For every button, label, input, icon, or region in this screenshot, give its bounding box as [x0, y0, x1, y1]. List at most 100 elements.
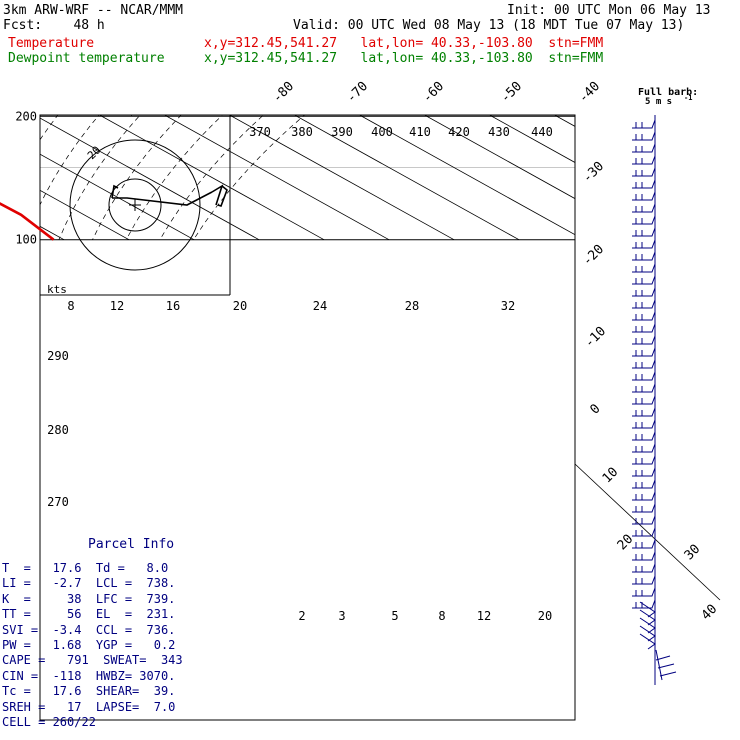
wind-barb-icon	[632, 323, 656, 333]
wind-barb-icon	[632, 287, 656, 297]
isotherm-label: -80	[270, 79, 297, 106]
parcel-info-row: Tc = 17.6 SHEAR= 39.	[2, 684, 176, 699]
dewpoint-label: Dewpoint temperature	[8, 51, 165, 66]
wind-barb-icon	[632, 203, 656, 213]
wind-barb-icon	[632, 503, 656, 513]
mixing-ratio-label-top: 16	[166, 299, 180, 313]
hodograph-trace-end	[211, 184, 228, 208]
mixing-ratio-label-top: 8	[67, 299, 74, 313]
mixing-ratio-label-low: 5	[391, 609, 398, 623]
wind-barb-icon	[632, 443, 656, 453]
wind-barb-icon	[632, 227, 656, 237]
theta-label-top: 420	[448, 125, 470, 139]
theta-label-top: 430	[488, 125, 510, 139]
pressure-tick-label: 100	[15, 233, 37, 247]
isotherm-extension	[574, 463, 721, 601]
parcel-info-row: CAPE = 791 SWEAT= 343	[2, 653, 183, 668]
wind-barb-icon	[632, 539, 656, 549]
parcel-info-title: Parcel Info	[88, 537, 175, 552]
theta-label-side: 290	[47, 349, 69, 363]
isotherm-label: -30	[580, 159, 607, 186]
isotherm-label: -20	[580, 242, 607, 269]
wind-barb-icon	[632, 467, 656, 477]
parcel-info-row: LI = -2.7 LCL = 738.	[2, 576, 176, 591]
wind-barb-icon	[632, 587, 656, 597]
isotherm-label: 20	[615, 532, 637, 554]
pressure-tick-labels: 1002003004005006007008009001000	[15, 109, 37, 247]
wind-barb-icon	[632, 155, 656, 165]
model-title: 3km ARW-WRF -- NCAR/MMM	[3, 3, 184, 18]
theta-label-side: 280	[47, 423, 69, 437]
pressure-tick-label: 200	[15, 109, 37, 123]
plot-frame	[39, 114, 576, 721]
parcel-info-row: K = 38 LFC = 739.	[2, 591, 176, 606]
wind-barb-icon	[639, 601, 656, 618]
isotherm-label: -10	[582, 324, 609, 351]
isobars	[40, 115, 575, 241]
dry-adiabat-line	[0, 70, 34, 240]
mixing-ratio-label-top: 12	[110, 299, 124, 313]
wind-barb-icon	[639, 633, 656, 650]
mixing-ratio-label-low: 2	[298, 609, 305, 623]
init-time: Init: 00 UTC Mon 06 May 13	[507, 3, 711, 18]
wind-barbs	[632, 115, 677, 685]
wind-barb-icon	[632, 275, 656, 285]
wind-barb-icon	[632, 383, 656, 393]
wind-barb-icon	[632, 491, 656, 501]
wind-barb-icon	[632, 299, 656, 309]
temperature-label: Temperature	[8, 36, 95, 51]
parcel-info-row: CIN = -118 HWBZ= 3070.	[2, 668, 176, 683]
wind-barb-icon	[632, 575, 656, 585]
wind-barb-icon	[632, 407, 656, 417]
hodograph: 20 kts	[40, 115, 231, 296]
wind-barb-icon	[632, 551, 656, 561]
parcel-info-box: Parcel Info T = 17.6 Td = 8.0 LI = -2.7 L…	[2, 537, 230, 729]
isotherm-line	[40, 153, 195, 241]
hodograph-ring-inner	[108, 178, 162, 232]
theta-label-top: 370	[249, 125, 271, 139]
parcel-info-row: SREH = 17 LAPSE= 7.0	[2, 699, 176, 714]
mixing-ratio-label-top: 24	[313, 299, 327, 313]
wind-barb-icon	[632, 251, 656, 261]
wind-barb-icon	[632, 131, 656, 141]
dry-adiabat-line	[0, 70, 100, 240]
temperature-line	[0, 202, 55, 241]
theta-label-top: 380	[291, 125, 313, 139]
wind-barb-icon	[632, 371, 656, 381]
wind-barb-icon	[632, 335, 656, 345]
parcel-info-row: TT = 56 EL = 231.	[2, 607, 176, 622]
wind-barb-icon	[632, 563, 656, 573]
isotherms	[40, 115, 575, 241]
theta-label-side: 270	[47, 495, 69, 509]
isotherm-label: -40	[576, 79, 603, 106]
barb-legend: Full barb: 5 m s -1	[638, 87, 698, 107]
isotherm-label: 0	[587, 401, 603, 417]
skewt-chart: 1002003004005006007008009001000 -80-70-6…	[0, 70, 721, 721]
hodograph-units: kts	[47, 283, 67, 296]
mixing-ratio-label-top: 32	[501, 299, 515, 313]
hodograph-ring-label: 20	[85, 144, 104, 163]
isotherm-line	[163, 115, 390, 241]
mixing-ratio-label-low: 12	[477, 609, 491, 623]
wind-barb-icon	[632, 479, 656, 489]
wind-barb-icon	[632, 527, 656, 537]
isotherm-line	[423, 115, 575, 200]
isotherm-extensions	[574, 463, 721, 601]
parcel-info-row: CELL = 260/22	[2, 715, 96, 729]
mixing-ratio-label-low: 3	[338, 609, 345, 623]
parcel-info-row: PW = 1.68 YGP = 0.2	[2, 638, 176, 652]
background-lines	[0, 70, 575, 241]
wind-barb-icon	[632, 359, 656, 369]
isotherm-label: 10	[600, 465, 622, 487]
wind-barb-icon	[632, 419, 656, 429]
mixing-ratio-labels: 8 12 16 20 24 28 32 2 3 5 8 12 20	[67, 299, 552, 623]
isotherm-line	[98, 115, 325, 241]
wind-barb-icon	[655, 649, 677, 681]
wind-barb-icon	[632, 395, 656, 405]
hodograph-ring-outer	[69, 139, 201, 271]
isotherm-label: -70	[344, 79, 371, 106]
mixing-ratio-label-top: 28	[405, 299, 419, 313]
wind-barb-icon	[632, 515, 656, 525]
forecast-hour: Fcst: 48 h	[3, 18, 105, 33]
isotherm-label: 40	[699, 602, 721, 624]
